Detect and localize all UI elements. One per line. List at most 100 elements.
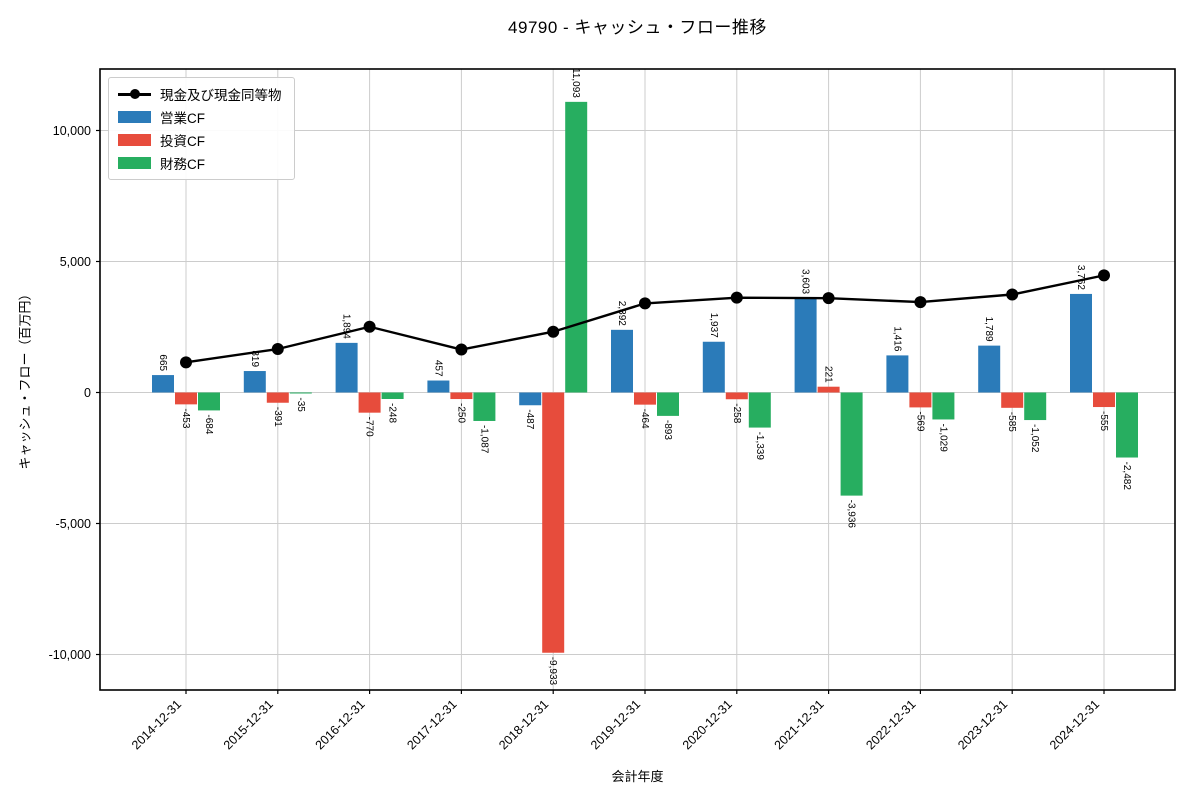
cash-line-marker <box>639 297 651 310</box>
legend-label: 財務CF <box>160 157 205 172</box>
legend-item: 投資CF <box>118 131 282 149</box>
cash-line-marker <box>180 356 192 369</box>
legend-color-patch-icon <box>118 156 151 170</box>
bar-label: -1,087 <box>478 425 489 454</box>
bar-label: 457 <box>432 360 443 377</box>
cash-line-marker <box>455 343 468 356</box>
bar <box>817 386 840 393</box>
x-tick-label: 2020-12-31 <box>680 697 735 752</box>
legend-line-marker-icon <box>118 87 151 101</box>
bar <box>840 392 863 496</box>
bar <box>1001 392 1024 408</box>
bar <box>198 392 220 411</box>
bar <box>381 392 404 399</box>
x-tick-label: 2021-12-31 <box>772 697 827 752</box>
y-tick-label: 5,000 <box>60 255 91 269</box>
bar <box>450 392 473 400</box>
cash-line-marker <box>914 296 927 309</box>
legend-item: 営業CF <box>118 108 282 126</box>
legend-color-patch-icon <box>118 133 151 147</box>
bar <box>611 329 633 393</box>
cash-line-marker <box>822 292 835 305</box>
bar <box>634 392 656 405</box>
bar <box>748 392 771 428</box>
bar <box>565 101 588 393</box>
legend-label: 現金及び現金同等物 <box>160 88 282 103</box>
bar-label: 11,093 <box>570 68 581 98</box>
bar-label: -1,339 <box>754 432 765 461</box>
legend-color-patch-icon <box>118 110 151 124</box>
bar-label: -684 <box>203 414 214 434</box>
x-tick-label: 2014-12-31 <box>129 697 184 752</box>
bar <box>519 392 542 406</box>
bar <box>542 392 565 653</box>
x-tick-label: 2016-12-31 <box>313 697 368 752</box>
cash-line-marker <box>547 325 560 338</box>
bar-label: -487 <box>524 409 535 429</box>
bar-label: 221 <box>823 366 834 383</box>
x-tick-label: 2015-12-31 <box>221 697 276 752</box>
bar <box>909 392 932 408</box>
bar <box>473 392 496 421</box>
cash-line-marker <box>271 343 284 356</box>
x-tick-label: 2019-12-31 <box>588 697 643 752</box>
bar-label: -453 <box>180 408 191 428</box>
bar-label: -2,482 <box>1121 462 1132 491</box>
x-tick-label: 2018-12-31 <box>496 697 551 752</box>
bar <box>152 375 174 393</box>
bar-label: 1,894 <box>341 314 352 339</box>
x-tick-label: 2017-12-31 <box>404 697 459 752</box>
bar-label: -1,052 <box>1029 424 1040 453</box>
bar-label: -35 <box>295 397 306 412</box>
y-tick-label: -5,000 <box>56 517 91 531</box>
y-tick-label: 0 <box>84 386 91 400</box>
y-tick-label: -10,000 <box>49 648 91 662</box>
cash-line-marker <box>730 291 743 304</box>
bar <box>794 298 817 393</box>
bar <box>427 380 450 393</box>
chart-title: 49790 - キャッシュ・フロー推移 <box>508 18 767 37</box>
legend-label: 営業CF <box>160 111 205 126</box>
bar <box>702 341 725 393</box>
bar <box>932 392 955 420</box>
bar <box>335 342 358 393</box>
bar <box>175 392 197 405</box>
bar <box>358 392 381 413</box>
bar-label: 1,416 <box>891 326 902 351</box>
plot-border <box>99 68 1176 691</box>
legend: 現金及び現金同等物 営業CF 投資CF 財務CF <box>108 77 295 180</box>
bar <box>978 345 1001 393</box>
bar-label: -555 <box>1098 411 1109 431</box>
cash-line-marker <box>1098 269 1110 282</box>
cash-line-marker <box>363 320 376 333</box>
cash-line-marker <box>1006 288 1019 301</box>
legend-item: 現金及び現金同等物 <box>118 85 282 103</box>
x-tick-label: 2023-12-31 <box>955 697 1010 752</box>
bar-label: -250 <box>455 403 466 423</box>
bar-label: 819 <box>249 350 260 367</box>
bar <box>266 392 289 403</box>
bar <box>1070 293 1092 393</box>
bar-label: -1,029 <box>937 423 948 452</box>
bar-label: -770 <box>364 417 375 437</box>
legend-item: 財務CF <box>118 154 282 172</box>
x-tick-label: 2024-12-31 <box>1047 697 1102 752</box>
bar-label: -258 <box>731 403 742 423</box>
bar-label: -9,933 <box>547 657 558 686</box>
x-tick-label: 2022-12-31 <box>863 697 918 752</box>
bar-label: 1,789 <box>983 317 994 342</box>
bar-label: 665 <box>157 354 168 371</box>
bar-label: -248 <box>387 403 398 423</box>
x-axis-label: 会計年度 <box>611 769 664 784</box>
bar-label: -569 <box>914 411 925 431</box>
bar <box>243 371 266 393</box>
bar-label: -391 <box>272 407 283 427</box>
bar <box>1093 392 1115 408</box>
bar <box>1024 392 1047 421</box>
bar <box>725 392 748 400</box>
bar-label: 2,392 <box>616 301 627 326</box>
bar-label: 3,603 <box>800 269 811 294</box>
bar <box>1116 392 1138 458</box>
